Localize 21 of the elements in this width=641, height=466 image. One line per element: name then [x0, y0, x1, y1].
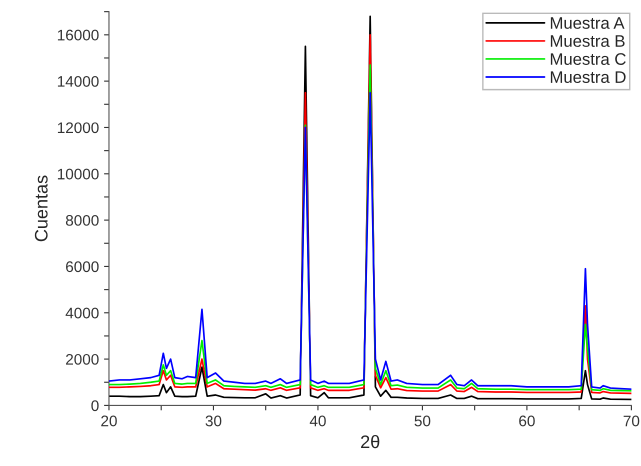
legend-label: Muestra D — [550, 71, 626, 83]
x-tick-label: 20 — [101, 416, 117, 426]
x-tick-label: 70 — [624, 416, 640, 426]
y-tick-label: 14000 — [58, 76, 99, 87]
x-tick-label: 30 — [206, 416, 222, 426]
y-tick-label: 0 — [91, 400, 99, 412]
y-tick-label: 8000 — [66, 214, 99, 226]
x-tick-label: 40 — [310, 416, 326, 426]
legend-label: Muestra C — [550, 53, 626, 65]
y-tick-label: 6000 — [66, 261, 99, 272]
y-axis-title: Cuentas — [34, 176, 48, 242]
y-tick-label: 2000 — [66, 354, 99, 365]
legend-label: Muestra A — [550, 17, 625, 29]
x-axis-title: 2θ — [361, 434, 380, 448]
y-tick-label: 12000 — [58, 122, 99, 134]
y-tick-label: 4000 — [66, 308, 99, 318]
x-tick-label: 50 — [414, 416, 430, 426]
y-tick-label: 10000 — [58, 168, 99, 180]
y-tick-label: 16000 — [58, 30, 99, 40]
x-tick-label: 60 — [519, 416, 535, 426]
legend-label: Muestra B — [550, 35, 625, 47]
